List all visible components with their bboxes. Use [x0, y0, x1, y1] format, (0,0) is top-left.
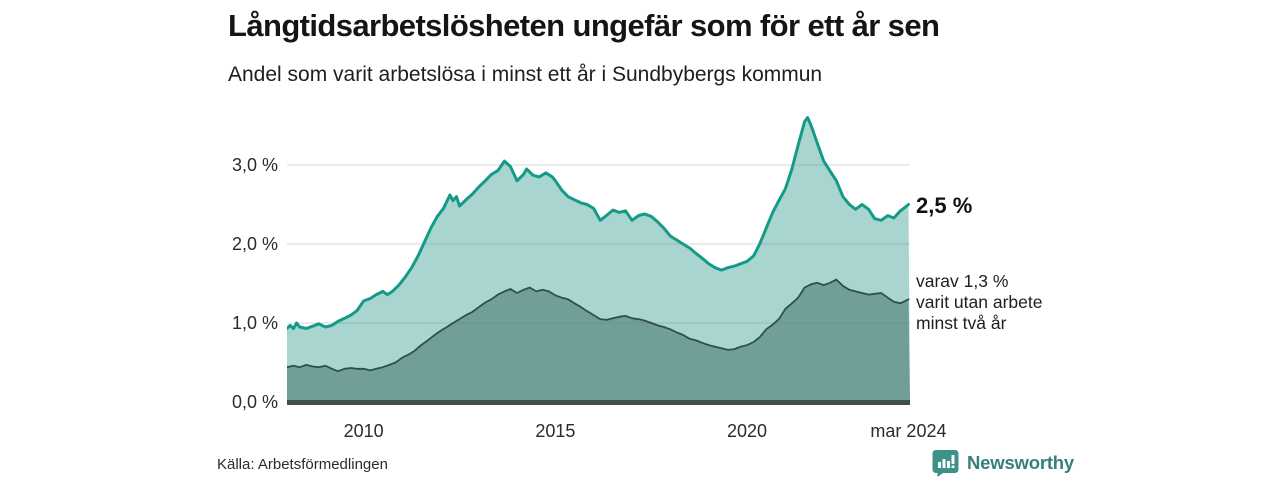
page-title: Långtidsarbetslösheten ungefär som för e…	[228, 8, 940, 43]
area-chart-svg	[285, 116, 910, 405]
x-axis-label-2: 2020	[727, 421, 768, 441]
y-axis-label-2: 2,0 %	[231, 234, 278, 255]
y-axis-label-3: 3,0 %	[231, 155, 278, 176]
source-note: Källa: Arbetsförmedlingen	[217, 456, 388, 473]
page-subtitle: Andel som varit arbetslösa i minst ett å…	[228, 63, 823, 86]
brand-name: Newsworthy	[967, 452, 1074, 473]
two-year-annotation-line-1: varav 1,3 %	[916, 271, 1009, 291]
two-year-annotation-line-3: minst två år	[916, 313, 1007, 333]
x-axis-label-3: mar 2024	[870, 421, 947, 441]
two-year-annotation-line-2: varit utan arbete	[916, 292, 1043, 312]
x-axis-label-1: 2015	[535, 421, 576, 441]
plot-area	[285, 105, 910, 407]
brand-chart-bubble-icon	[932, 449, 959, 477]
two-year-annotation: varav 1,3 % varit utan arbete minst två …	[916, 271, 1042, 334]
brand-logo[interactable]: Newsworthy	[932, 449, 1074, 477]
y-axis-label-0: 0,0 %	[231, 392, 278, 412]
y-axis-label-1: 1,0 %	[231, 313, 278, 333]
total-value-annotation: 2,5 %	[916, 193, 973, 218]
x-axis-label-0: 2010	[343, 421, 384, 441]
